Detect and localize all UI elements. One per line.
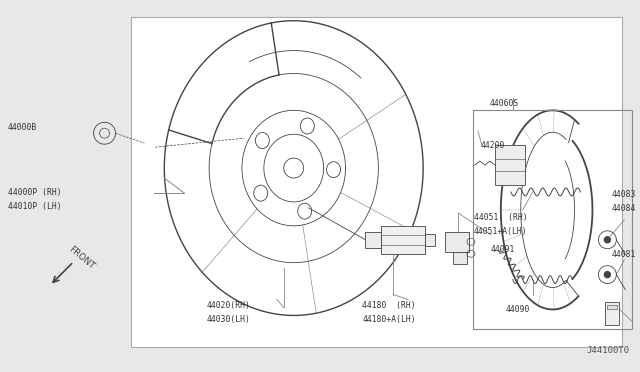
Text: 44051+A(LH): 44051+A(LH) bbox=[474, 227, 527, 236]
Text: J44100T0: J44100T0 bbox=[586, 346, 629, 355]
Bar bbox=[607, 305, 618, 310]
Text: 44010P (LH): 44010P (LH) bbox=[8, 202, 61, 211]
Bar bbox=[131, 17, 622, 347]
Text: 44200: 44200 bbox=[481, 141, 506, 150]
Text: 44091: 44091 bbox=[491, 245, 515, 254]
Bar bbox=[473, 110, 632, 329]
Text: 44060S: 44060S bbox=[490, 99, 519, 108]
Text: 44020(RH): 44020(RH) bbox=[207, 301, 251, 310]
Bar bbox=[425, 234, 435, 246]
Bar bbox=[365, 232, 381, 248]
Text: 44090: 44090 bbox=[506, 305, 530, 314]
Text: FRONT: FRONT bbox=[67, 244, 96, 271]
Bar bbox=[495, 145, 525, 185]
Text: 44180+A(LH): 44180+A(LH) bbox=[362, 315, 416, 324]
Bar bbox=[445, 232, 469, 252]
Text: 44000B: 44000B bbox=[8, 123, 37, 132]
Circle shape bbox=[604, 237, 611, 243]
Text: 44030(LH): 44030(LH) bbox=[207, 315, 251, 324]
Bar bbox=[453, 252, 467, 264]
Text: 44051  (RH): 44051 (RH) bbox=[474, 214, 527, 222]
Text: 44084: 44084 bbox=[611, 204, 636, 214]
Text: 44083: 44083 bbox=[611, 190, 636, 199]
Text: 44081: 44081 bbox=[611, 250, 636, 259]
Circle shape bbox=[604, 272, 611, 278]
Bar bbox=[381, 226, 425, 254]
Text: 44180  (RH): 44180 (RH) bbox=[362, 301, 416, 310]
Text: 44000P (RH): 44000P (RH) bbox=[8, 189, 61, 198]
Bar bbox=[605, 301, 620, 326]
